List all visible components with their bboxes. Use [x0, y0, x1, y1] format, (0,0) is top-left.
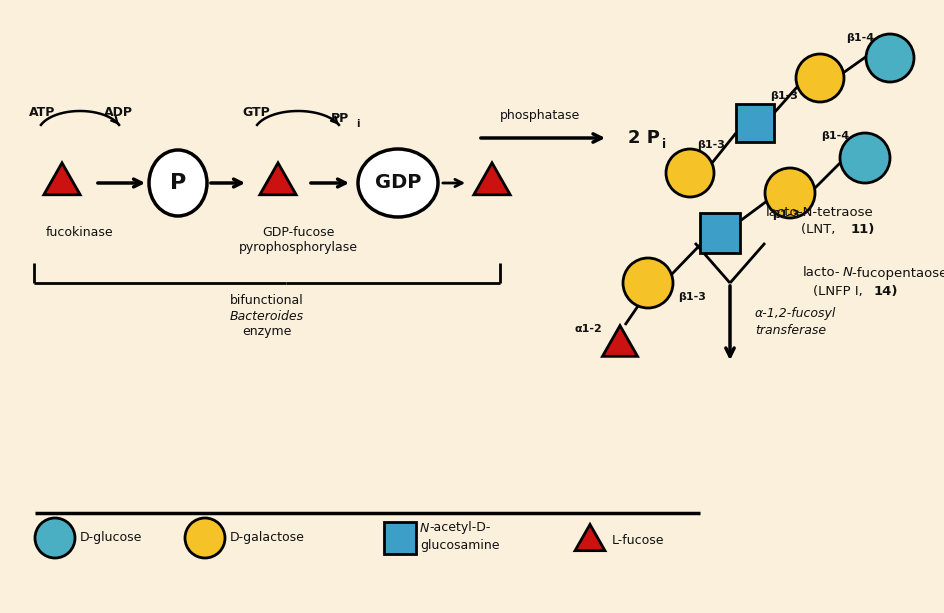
- Text: D-galactose: D-galactose: [229, 531, 305, 544]
- Circle shape: [35, 518, 75, 558]
- Text: i: i: [356, 119, 359, 129]
- Circle shape: [839, 133, 889, 183]
- Text: transferase: transferase: [754, 324, 825, 338]
- Text: L-fucose: L-fucose: [612, 535, 664, 547]
- Text: GDP-fucose: GDP-fucose: [261, 226, 334, 240]
- Text: 11): 11): [851, 223, 874, 235]
- Circle shape: [666, 149, 714, 197]
- Text: enzyme: enzyme: [242, 326, 292, 338]
- Text: Bacteroides: Bacteroides: [229, 310, 304, 322]
- Text: fucokinase: fucokinase: [46, 226, 113, 240]
- Text: lacto-: lacto-: [801, 267, 839, 280]
- Ellipse shape: [358, 149, 437, 217]
- Text: 2 P: 2 P: [628, 129, 659, 147]
- Text: β1-4: β1-4: [820, 131, 848, 141]
- Text: i: i: [662, 139, 666, 151]
- Text: phosphatase: phosphatase: [499, 109, 580, 121]
- Text: α1-2: α1-2: [574, 324, 601, 334]
- Bar: [735, 104, 773, 142]
- Text: GTP: GTP: [242, 107, 270, 120]
- Polygon shape: [602, 326, 637, 356]
- Text: β1-3: β1-3: [769, 91, 797, 101]
- Text: N: N: [419, 522, 429, 535]
- Text: β1-4: β1-4: [845, 33, 873, 43]
- Text: (LNFP I,: (LNFP I,: [812, 284, 866, 297]
- Text: -acetyl-D-: -acetyl-D-: [429, 522, 490, 535]
- Circle shape: [865, 34, 913, 82]
- Text: glucosamine: glucosamine: [419, 539, 499, 552]
- Text: GDP: GDP: [375, 173, 421, 192]
- Polygon shape: [575, 525, 604, 550]
- Bar: [700, 213, 739, 253]
- Polygon shape: [260, 163, 295, 195]
- Text: bifunctional: bifunctional: [230, 294, 304, 306]
- Text: ATP: ATP: [28, 107, 55, 120]
- Text: lacto-N-tetraose: lacto-N-tetraose: [766, 207, 873, 219]
- Text: ADP: ADP: [104, 107, 132, 120]
- Text: D-glucose: D-glucose: [80, 531, 143, 544]
- Polygon shape: [473, 163, 510, 195]
- Bar: [383, 522, 415, 554]
- Text: N: N: [842, 267, 852, 280]
- Polygon shape: [43, 163, 80, 195]
- Text: β1-3: β1-3: [697, 140, 724, 150]
- Ellipse shape: [149, 150, 207, 216]
- Text: PP: PP: [330, 112, 348, 124]
- Text: -fucopentaose I: -fucopentaose I: [851, 267, 944, 280]
- Text: β1-3: β1-3: [771, 210, 799, 220]
- Text: (LNT,: (LNT,: [800, 223, 838, 235]
- Circle shape: [622, 258, 672, 308]
- Circle shape: [765, 168, 814, 218]
- Text: pyrophosphorylase: pyrophosphorylase: [238, 242, 357, 254]
- Text: P: P: [170, 173, 186, 193]
- Circle shape: [795, 54, 843, 102]
- Circle shape: [185, 518, 225, 558]
- Text: α-1,2-fucosyl: α-1,2-fucosyl: [754, 306, 835, 319]
- Text: β1-3: β1-3: [677, 292, 705, 302]
- Text: 14): 14): [873, 284, 898, 297]
